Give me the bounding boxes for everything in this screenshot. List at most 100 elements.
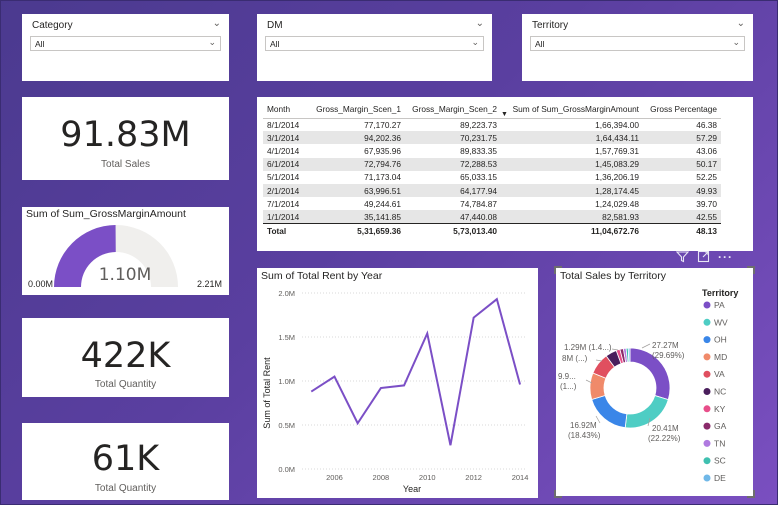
- donut-slice-oh[interactable]: [591, 394, 628, 429]
- chevron-down-icon[interactable]: ⌄: [212, 18, 221, 29]
- chart-title: Total Sales by Territory: [560, 270, 667, 282]
- table-row[interactable]: 6/1/2014 72,794.76 72,288.53 1,45,083.29 50.…: [263, 157, 721, 171]
- slicer-dropdown[interactable]: All ⌄: [30, 36, 221, 51]
- legend-item-nc[interactable]: NC: [714, 387, 726, 397]
- data-label: (22.22%): [648, 434, 681, 443]
- table-row[interactable]: 5/1/2014 71,173.04 65,033.15 1,36,206.19 52.…: [263, 171, 721, 184]
- legend-item-de[interactable]: DE: [714, 473, 726, 483]
- table-cell: 72,794.76: [309, 157, 405, 171]
- slicer-dropdown[interactable]: All ⌄: [530, 36, 745, 51]
- table-row[interactable]: 3/1/2014 94,202.36 70,231.75 1,64,434.11 57.…: [263, 131, 721, 145]
- table-cell: 64,177.94: [405, 183, 501, 198]
- legend-marker: [703, 318, 711, 326]
- legend-item-ga[interactable]: GA: [714, 421, 727, 431]
- column-header[interactable]: Gross Percentage: [643, 101, 721, 119]
- kpi-label: Total Quantity: [94, 483, 157, 494]
- data-label: 27.27M: [652, 341, 679, 350]
- table-cell: 65,033.15: [460, 172, 497, 183]
- table-cell: 67,935.96: [364, 145, 401, 156]
- table-cell: 3/1/2014: [263, 131, 309, 145]
- slicer-category[interactable]: Category ⌄ All ⌄: [22, 14, 229, 81]
- column-header[interactable]: Gross_Margin_Scen_1: [309, 101, 405, 119]
- column-header[interactable]: Sum of Sum_GrossMarginAmount: [501, 101, 643, 119]
- table-cell: 71,173.04: [364, 172, 401, 183]
- legend-item-pa[interactable]: PA: [714, 300, 725, 310]
- kpi-label: Total Quantity: [94, 379, 157, 390]
- selection-corner: [747, 266, 755, 274]
- legend-item-tn[interactable]: TN: [714, 438, 725, 448]
- x-tick-label: 2006: [326, 473, 343, 482]
- y-tick-label: 0.0M: [278, 465, 295, 474]
- table-row[interactable]: 4/1/2014 67,935.96 89,833.35 1,57,769.31 43.…: [263, 144, 721, 157]
- table-cell: 8/1/2014: [267, 119, 300, 130]
- rent-by-year-chart[interactable]: Sum of Total Rent by Year 0.0M 0.5M 1.0M 1.…: [257, 268, 538, 498]
- sales-by-territory-chart[interactable]: Total Sales by Territory 27.27M (29.69%)…: [554, 266, 755, 498]
- table-cell: 7/1/2014: [267, 198, 300, 209]
- table-cell: 1/1/2014: [263, 210, 309, 224]
- slicer-value: All: [270, 39, 280, 49]
- more-options-icon[interactable]: ···: [718, 250, 733, 264]
- legend-item-va[interactable]: VA: [714, 369, 725, 379]
- gauge-gross-margin[interactable]: Sum of Sum_GrossMarginAmount 1.10M 0.00M…: [22, 207, 229, 295]
- x-tick-label: 2010: [419, 473, 436, 482]
- legend-marker: [703, 353, 711, 361]
- kpi-total-sales[interactable]: 91.83M Total Sales: [22, 97, 229, 180]
- table-cell: 72,288.53: [405, 157, 501, 171]
- slicer-territory[interactable]: Territory ⌄ All ⌄: [522, 14, 753, 81]
- data-label: 1.29M (1.4...): [564, 343, 612, 352]
- chevron-down-icon[interactable]: ⌄: [475, 18, 484, 29]
- table-cell: 1,24,029.48: [595, 198, 639, 209]
- sort-descending-icon[interactable]: ▼: [501, 111, 508, 118]
- filter-icon[interactable]: [675, 250, 690, 266]
- data-label: 8M (...): [562, 354, 588, 363]
- slicer-title: Territory: [532, 20, 569, 31]
- data-label: 20.41M: [652, 424, 679, 433]
- table-row[interactable]: 1/1/2014 35,141.85 47,440.08 82,581.93 42.55: [263, 210, 721, 224]
- slicer-value: All: [535, 39, 545, 49]
- donut-slice-de[interactable]: [627, 347, 631, 363]
- gross-margin-table[interactable]: Month Gross_Margin_Scen_1 Gross_Margin_S…: [257, 97, 753, 251]
- kpi-total-quantity[interactable]: 422K Total Quantity: [22, 318, 229, 397]
- legend-item-sc[interactable]: SC: [714, 456, 726, 466]
- series-line: [310, 297, 522, 446]
- y-tick-label: 1.5M: [278, 333, 295, 342]
- legend-item-wv[interactable]: WV: [714, 317, 728, 327]
- table-cell: 43.06: [696, 145, 717, 156]
- selection-corner: [554, 490, 562, 498]
- total-cell: Total: [263, 223, 309, 239]
- table-row[interactable]: 8/1/2014 77,170.27 89,223.73 1,66,394.00 46.…: [263, 118, 721, 131]
- table-cell: 70,231.75: [405, 131, 501, 145]
- kpi-total-quantity-2[interactable]: 61K Total Quantity: [22, 423, 229, 500]
- line-chart: 0.0M 0.5M 1.0M 1.5M 2.0M 2006 2008 2010 2012 201…: [262, 289, 528, 494]
- focus-mode-icon[interactable]: [697, 250, 710, 266]
- column-header[interactable]: Month: [263, 101, 309, 119]
- table-cell: 1,57,769.31: [595, 145, 639, 156]
- slicer-dm[interactable]: DM ⌄ All ⌄: [257, 14, 492, 81]
- kpi-value: 91.83M: [60, 115, 191, 155]
- chevron-down-icon[interactable]: ⌄: [736, 18, 745, 29]
- gauge-title: Sum of Sum_GrossMarginAmount: [26, 208, 186, 220]
- table-cell: 1,45,083.29: [501, 157, 643, 171]
- legend-item-ky[interactable]: KY: [714, 404, 726, 414]
- table-cell: 6/1/2014: [263, 157, 309, 171]
- gauge-chart: 1.10M 0.00M 2.21M: [28, 225, 222, 289]
- table-cell: 57.29: [643, 131, 721, 145]
- table-cell: 4/1/2014: [267, 145, 300, 156]
- legend-marker: [703, 370, 711, 378]
- legend-item-md[interactable]: MD: [714, 352, 727, 362]
- table-cell: 1,36,206.19: [595, 172, 639, 183]
- table-cell: 94,202.36: [309, 131, 405, 145]
- legend-item-oh[interactable]: OH: [714, 335, 727, 345]
- visual-header-icons: ···: [675, 250, 733, 266]
- donut-chart: 27.27M (29.69%) 20.41M (22.22%) 16.92M (…: [558, 288, 738, 483]
- table-cell: 46.38: [696, 119, 717, 130]
- legend-marker: [703, 388, 711, 395]
- slicer-title: Category: [32, 20, 73, 31]
- table-cell: 52.25: [696, 172, 717, 183]
- table-cell: 35,141.85: [309, 210, 405, 224]
- table-row[interactable]: 7/1/2014 49,244.61 74,784.87 1,24,029.48 39.…: [263, 197, 721, 210]
- table-row[interactable]: 2/1/2014 63,996.51 64,177.94 1,28,174.45 49.…: [263, 183, 721, 198]
- slicer-dropdown[interactable]: All ⌄: [265, 36, 484, 51]
- legend-title: Territory: [702, 288, 738, 298]
- column-header[interactable]: Gross_Margin_Scen_2: [405, 101, 501, 119]
